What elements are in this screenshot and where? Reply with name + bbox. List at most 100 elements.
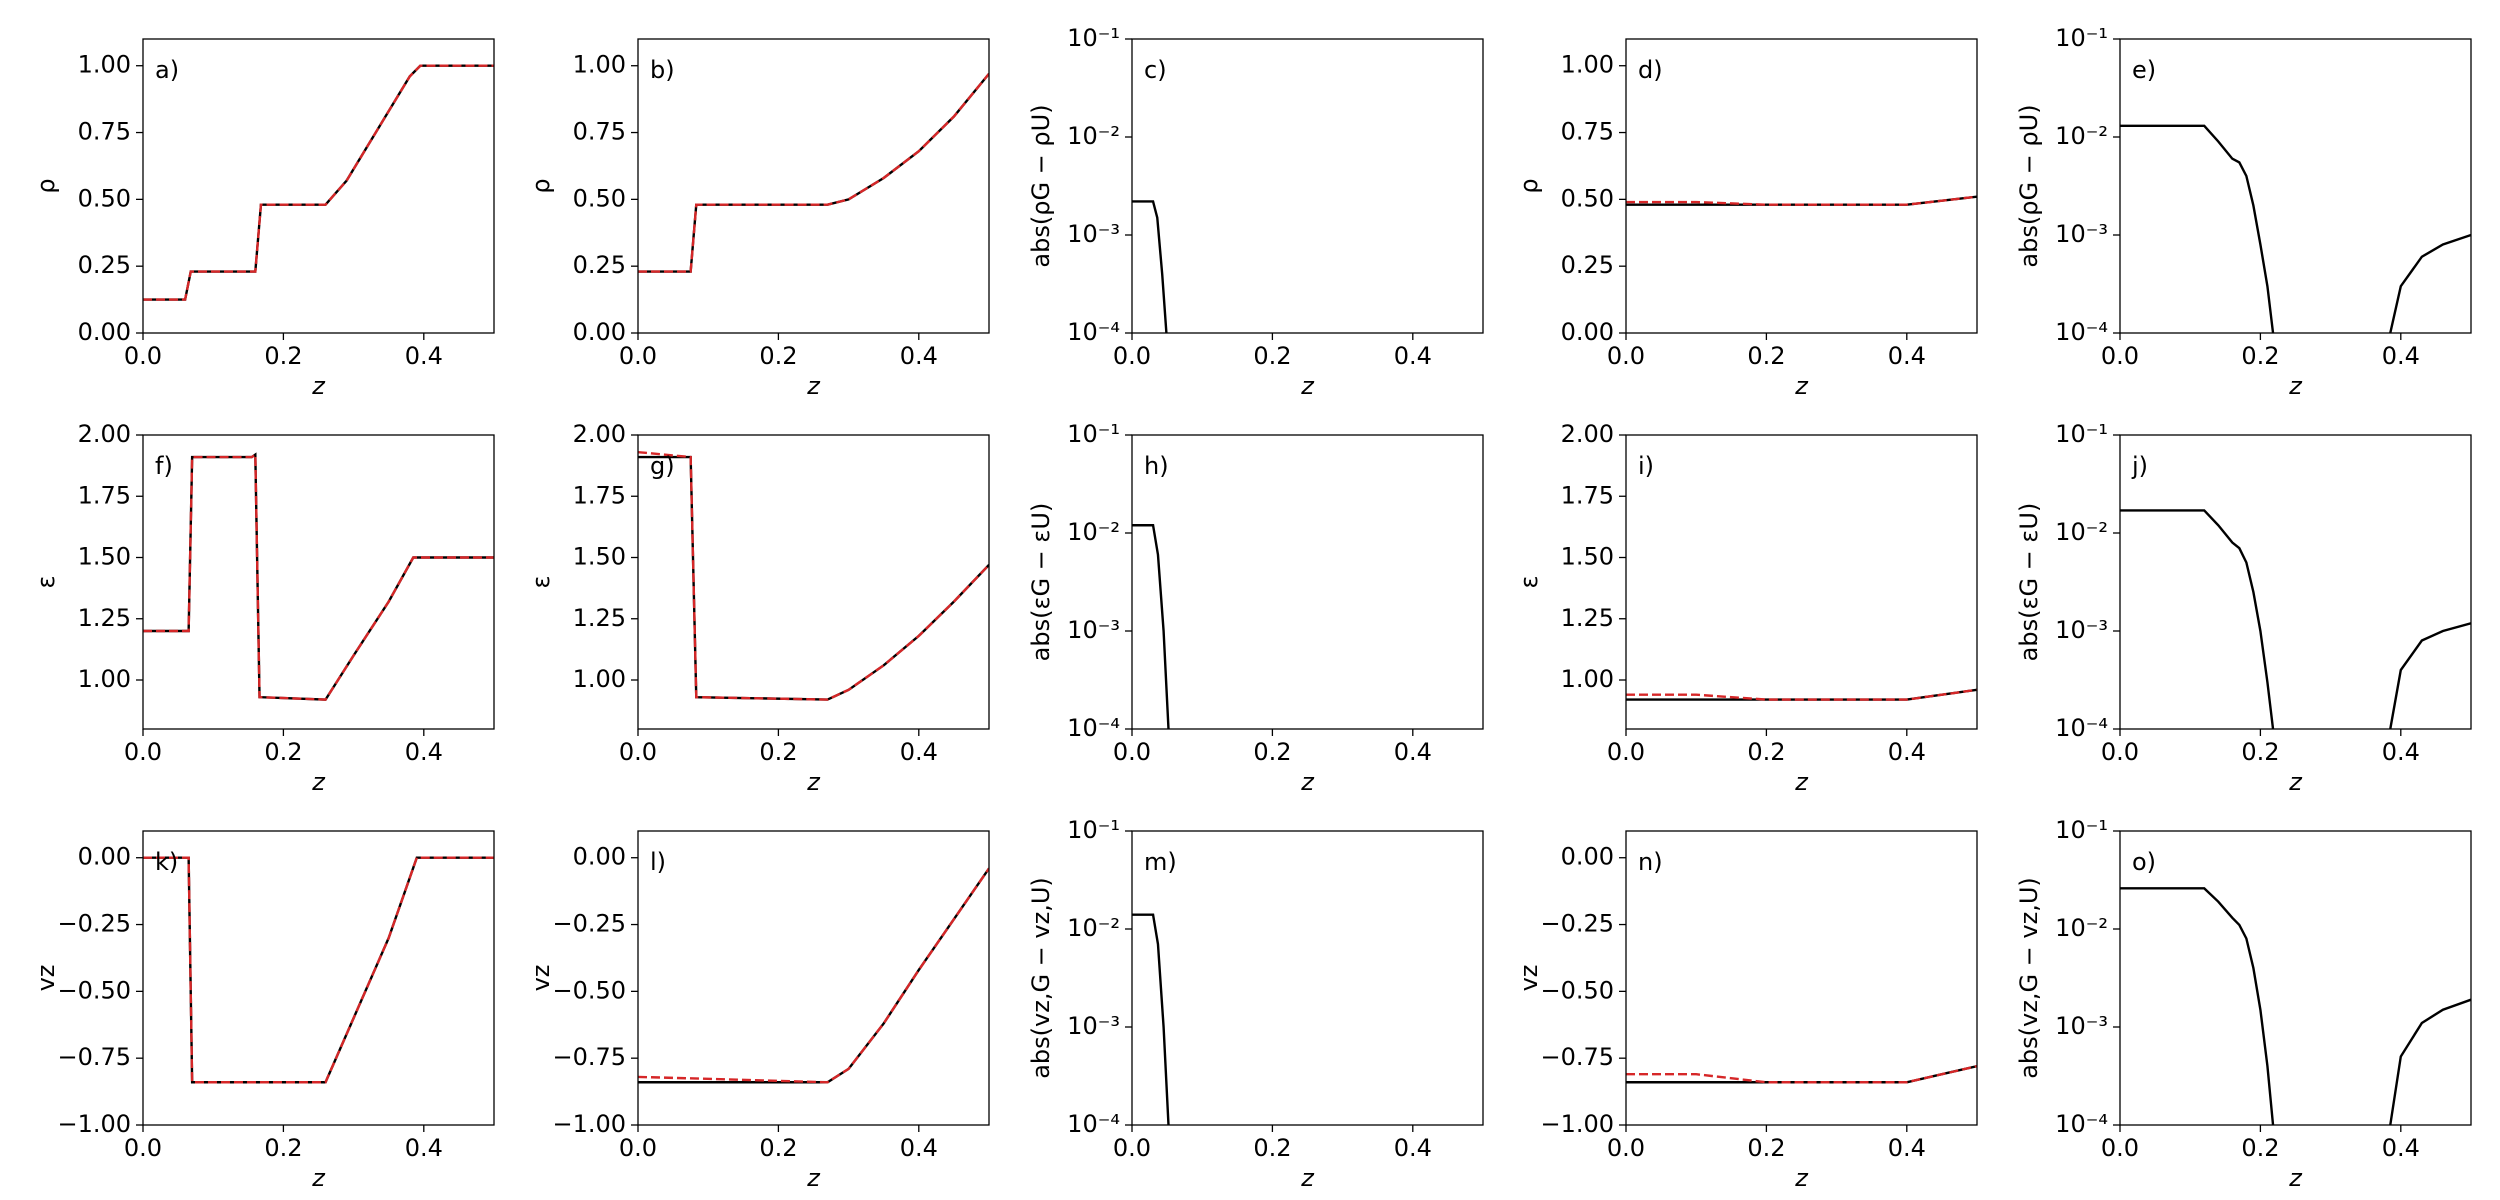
y-axis-label: vz: [527, 965, 555, 992]
x-tick-label: 0.2: [1747, 738, 1785, 766]
y-tick-label: 1.50: [1561, 543, 1614, 571]
y-axis-label: abs(vz,G − vz,U): [2015, 877, 2043, 1079]
x-tick-label: 0.0: [2101, 342, 2139, 370]
y-tick-label: 1.75: [78, 481, 131, 509]
x-tick-label: 0.0: [1113, 738, 1151, 766]
x-axis-label: z: [1300, 768, 1315, 796]
panel: 0.0 0.2 0.4 10⁻⁴ 10⁻³ 10⁻² 10⁻¹ h) z abs(εG − εU): [1027, 420, 1484, 796]
data-line: [2120, 887, 2471, 1125]
y-tick-label: 0.25: [1561, 251, 1614, 279]
y-tick-label: 0.25: [573, 251, 626, 279]
x-tick-label: 0.0: [124, 342, 162, 370]
data-line: [1626, 195, 1977, 206]
panel-label: o): [2132, 848, 2156, 876]
x-tick-label: 0.4: [405, 1134, 443, 1162]
x-tick-label: 0.2: [1253, 1134, 1291, 1162]
y-tick-label: 1.25: [573, 604, 626, 632]
y-tick-label: 2.00: [78, 420, 131, 448]
data-line: [2120, 509, 2471, 729]
y-tick-label: 10⁻⁴: [1067, 318, 1120, 346]
x-tick-label: 0.4: [2382, 1134, 2420, 1162]
x-tick-label: 0.4: [1888, 342, 1926, 370]
x-tick-label: 0.2: [1747, 1134, 1785, 1162]
x-axis-label: z: [806, 372, 821, 400]
data-line: [638, 72, 989, 273]
y-tick-label: −0.25: [552, 910, 626, 938]
x-tick-label: 0.0: [124, 738, 162, 766]
x-tick-label: 0.2: [2241, 1134, 2279, 1162]
y-axis-label: ρ: [527, 178, 555, 193]
panel: 0.0 0.2 0.4 10⁻⁴ 10⁻³ 10⁻² 10⁻¹ m) z abs(vz,G − v…: [1027, 816, 1484, 1192]
panel-label: m): [1144, 848, 1177, 876]
data-line: [1626, 195, 1977, 206]
y-tick-label: 10⁻¹: [2055, 24, 2108, 52]
panel-label: i): [1638, 452, 1654, 480]
x-tick-label: 0.2: [2241, 342, 2279, 370]
panel: 0.0 0.2 0.4 10⁻⁴ 10⁻³ 10⁻² 10⁻¹ j) z abs(εG − εU): [2015, 420, 2472, 796]
panel-label: h): [1144, 452, 1169, 480]
y-tick-label: 2.00: [1561, 420, 1614, 448]
axes-frame: [1131, 830, 1484, 1126]
y-tick-label: 10⁻²: [2055, 914, 2108, 942]
data-line: [638, 450, 989, 701]
y-tick-label: −1.00: [57, 1110, 131, 1138]
x-tick-label: 0.0: [1113, 342, 1151, 370]
y-tick-label: 1.00: [1561, 51, 1614, 79]
x-axis-label: z: [311, 768, 326, 796]
y-tick-label: 10⁻³: [2055, 1012, 2108, 1040]
x-axis-label: z: [806, 1164, 821, 1192]
x-axis-label: z: [311, 1164, 326, 1192]
x-tick-label: 0.4: [1394, 1134, 1432, 1162]
y-tick-label: 1.50: [78, 543, 131, 571]
y-tick-label: 10⁻⁴: [1067, 1110, 1120, 1138]
panel-label: k): [155, 848, 178, 876]
data-line: [1626, 1065, 1977, 1084]
y-tick-label: 1.25: [78, 604, 131, 632]
y-tick-label: 10⁻²: [1067, 914, 1120, 942]
y-tick-label: 10⁻⁴: [2055, 714, 2108, 742]
x-tick-label: 0.0: [1607, 342, 1645, 370]
data-line: [143, 64, 494, 301]
data-line: [143, 452, 494, 701]
y-tick-label: 0.00: [78, 843, 131, 871]
y-tick-label: 1.00: [573, 51, 626, 79]
x-tick-label: 0.4: [405, 342, 443, 370]
data-line: [1626, 688, 1977, 701]
x-tick-label: 0.4: [1888, 738, 1926, 766]
panel: 0.0 0.2 0.4 10⁻⁴ 10⁻³ 10⁻² 10⁻¹ o) z abs(vz,G − v…: [2015, 816, 2472, 1192]
y-axis-label: abs(ρG − ρU): [1027, 104, 1055, 267]
y-tick-label: 0.25: [78, 251, 131, 279]
axes-frame: [142, 434, 495, 730]
panel: 0.0 0.2 0.4 1.00 1.25 1.50 1.75 2.00 f) z ε: [32, 420, 495, 796]
y-tick-label: −0.50: [552, 976, 626, 1004]
x-tick-label: 0.4: [900, 342, 938, 370]
x-axis-label: z: [2288, 1164, 2303, 1192]
panel-label: l): [650, 848, 666, 876]
data-line: [143, 452, 494, 701]
y-tick-label: 10⁻²: [1067, 122, 1120, 150]
data-line: [143, 64, 494, 301]
x-axis-label: z: [1300, 372, 1315, 400]
panel-label: n): [1638, 848, 1663, 876]
y-tick-label: 1.25: [1561, 604, 1614, 632]
axes-frame: [1131, 434, 1484, 730]
data-line: [143, 856, 494, 1084]
panel-label: a): [155, 56, 179, 84]
y-tick-label: 10⁻³: [2055, 616, 2108, 644]
x-axis-label: z: [1794, 372, 1809, 400]
x-tick-label: 0.0: [1607, 738, 1645, 766]
x-tick-label: 0.4: [1394, 342, 1432, 370]
y-tick-label: 10⁻³: [2055, 220, 2108, 248]
y-axis-label: abs(εG − εU): [2015, 503, 2043, 662]
y-tick-label: −0.75: [57, 1043, 131, 1071]
panel: 0.0 0.2 0.4 0.00 0.25 0.50 0.75 1.00 b) z ρ: [527, 38, 990, 400]
x-tick-label: 0.0: [1607, 1134, 1645, 1162]
y-tick-label: 10⁻³: [1067, 1012, 1120, 1040]
x-tick-label: 0.2: [759, 342, 797, 370]
axes-frame: [1625, 830, 1978, 1126]
axes-frame: [637, 434, 990, 730]
x-tick-label: 0.0: [619, 1134, 657, 1162]
y-tick-label: 0.75: [1561, 118, 1614, 146]
y-tick-label: −0.75: [1540, 1043, 1614, 1071]
x-tick-label: 0.2: [759, 738, 797, 766]
